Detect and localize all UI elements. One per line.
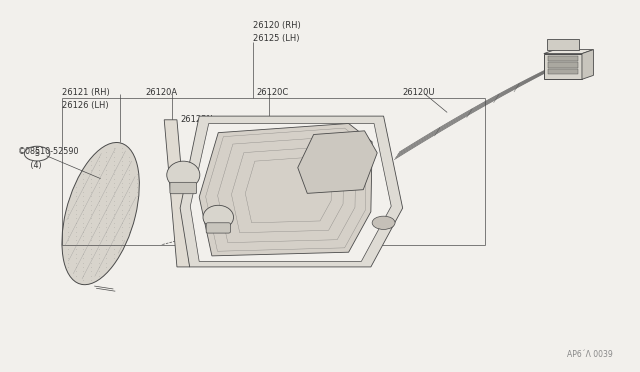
Text: S: S [35, 149, 40, 158]
Polygon shape [199, 124, 372, 256]
Text: 26126 (LH): 26126 (LH) [63, 100, 109, 110]
FancyBboxPatch shape [544, 54, 582, 79]
Text: 26120C: 26120C [257, 88, 289, 97]
FancyBboxPatch shape [170, 182, 196, 194]
FancyBboxPatch shape [548, 62, 577, 68]
Text: 26123N: 26123N [180, 115, 213, 124]
Circle shape [372, 216, 395, 230]
Text: (4): (4) [18, 161, 42, 170]
Ellipse shape [203, 205, 234, 229]
FancyBboxPatch shape [548, 56, 577, 61]
FancyBboxPatch shape [206, 223, 230, 233]
Text: 26121 (RH): 26121 (RH) [63, 88, 110, 97]
Text: 26125 (LH): 26125 (LH) [253, 34, 300, 44]
Ellipse shape [167, 161, 200, 189]
Polygon shape [190, 124, 391, 262]
Polygon shape [164, 120, 189, 267]
FancyBboxPatch shape [548, 69, 577, 74]
Text: 26120 (RH): 26120 (RH) [253, 22, 301, 31]
FancyBboxPatch shape [547, 39, 579, 49]
Text: 26120A: 26120A [145, 88, 177, 97]
Polygon shape [180, 116, 403, 267]
Text: AP6´Λ 0039: AP6´Λ 0039 [567, 350, 612, 359]
Polygon shape [544, 49, 593, 54]
Polygon shape [62, 142, 140, 285]
Polygon shape [298, 131, 377, 193]
Text: ©08510-52590: ©08510-52590 [18, 147, 79, 155]
Text: 26120U: 26120U [403, 88, 435, 97]
Polygon shape [582, 49, 593, 79]
